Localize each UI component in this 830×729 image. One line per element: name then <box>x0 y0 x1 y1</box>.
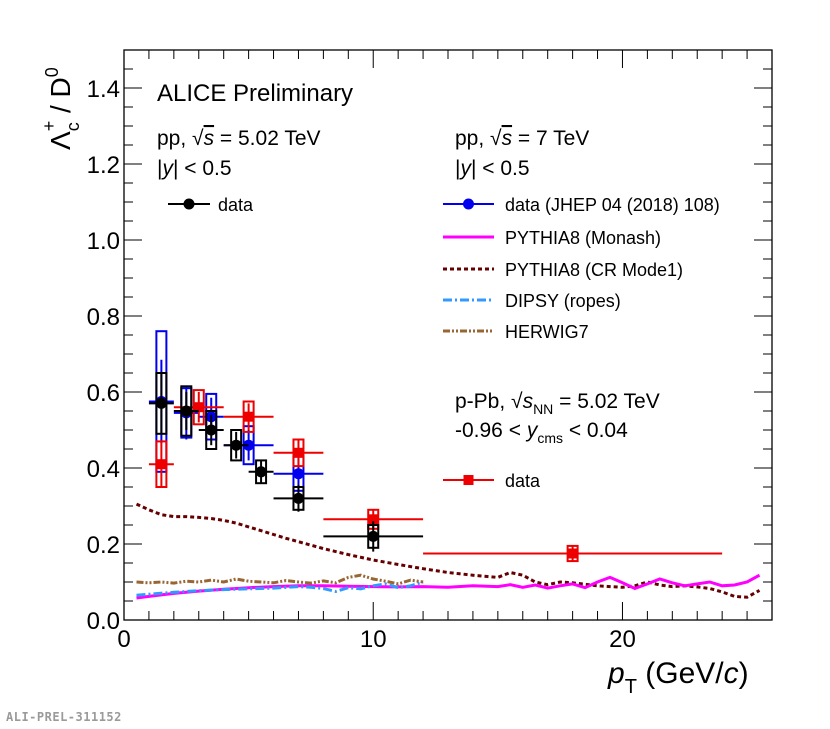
x-tick-label: 20 <box>609 626 636 653</box>
legend-label: HERWIG7 <box>505 322 589 342</box>
legend-label: PYTHIA8 (Monash) <box>505 228 661 248</box>
data-point <box>293 447 304 458</box>
legend: data data (JHEP 04 (2018) 108) PYTHIA8 (Mo… <box>168 195 720 491</box>
data-point <box>292 492 304 504</box>
data-point <box>156 459 167 470</box>
data-point <box>567 548 578 559</box>
chart-title: ALICE Preliminary <box>157 80 353 107</box>
ppb-rapidity: -0.96 < ycms < 0.04 <box>455 419 628 446</box>
x-axis-label: pT (GeV/c) <box>607 657 749 698</box>
y-tick-label: 0.6 <box>87 380 120 407</box>
y-tick-label: 0.0 <box>87 608 120 635</box>
data-point <box>155 397 167 409</box>
data-point <box>180 405 192 417</box>
curve-dipsy-ropes <box>136 580 424 597</box>
legend-marker <box>463 475 474 485</box>
legend-label: data <box>505 471 541 491</box>
ppb-energy: p-Pb, √sNN = 5.02 TeV <box>455 390 660 417</box>
legend-entry: data <box>168 195 254 215</box>
data-point <box>205 424 217 436</box>
legend-entry: DIPSY (ropes) <box>443 291 621 311</box>
x-tick-label: 0 <box>117 626 130 653</box>
pp502-energy: pp, √s = 5.02 TeV <box>157 127 321 150</box>
y-tick-label: 0.2 <box>87 532 120 559</box>
legend-entry: data (JHEP 04 (2018) 108) <box>443 195 720 215</box>
y-tick-label: 1.4 <box>87 76 120 103</box>
legend-entry: PYTHIA8 (Monash) <box>443 228 661 248</box>
data-point <box>230 439 242 451</box>
y-tick-label: 0.8 <box>87 304 120 331</box>
x-tick-label: 10 <box>360 626 387 653</box>
legend-entry: PYTHIA8 (CR Mode1) <box>443 260 683 280</box>
legend-entry: HERWIG7 <box>443 322 589 342</box>
legend-label: PYTHIA8 (CR Mode1) <box>505 260 683 280</box>
data-point <box>367 530 379 542</box>
legend-label: DIPSY (ropes) <box>505 291 621 311</box>
data-point <box>193 402 204 413</box>
series-ppb <box>148 389 723 563</box>
data-point <box>368 514 379 525</box>
series-pp502 <box>148 372 424 552</box>
legend-entry: data <box>443 471 541 491</box>
legend-marker <box>183 198 195 210</box>
ticks-layer: 0.0 0.2 0.4 0.6 0.8 1.0 1.2 1.4 0 10 20 <box>87 49 773 653</box>
data-point <box>292 468 304 480</box>
y-tick-label: 0.4 <box>87 456 120 483</box>
legend-label: data <box>218 195 254 215</box>
curve-pythia8-cr-mode1 <box>135 502 761 599</box>
legend-marker <box>463 198 474 210</box>
curves-layer <box>135 502 761 600</box>
pp502-rapidity: |y| < 0.5 <box>157 157 232 180</box>
data-layer <box>148 330 723 563</box>
y-tick-label: 1.2 <box>87 152 120 179</box>
curve-herwig7 <box>136 573 424 586</box>
pp7-energy: pp, √s = 7 TeV <box>455 127 589 150</box>
data-point <box>255 466 267 478</box>
watermark: ALI-PREL-311152 <box>6 710 122 724</box>
data-point <box>243 411 254 422</box>
y-axis-label: Λc+ / D0 <box>39 67 83 150</box>
legend-label: data (JHEP 04 (2018) 108) <box>505 195 720 215</box>
y-tick-label: 1.0 <box>87 228 120 255</box>
pp7-rapidity: |y| < 0.5 <box>455 157 530 180</box>
